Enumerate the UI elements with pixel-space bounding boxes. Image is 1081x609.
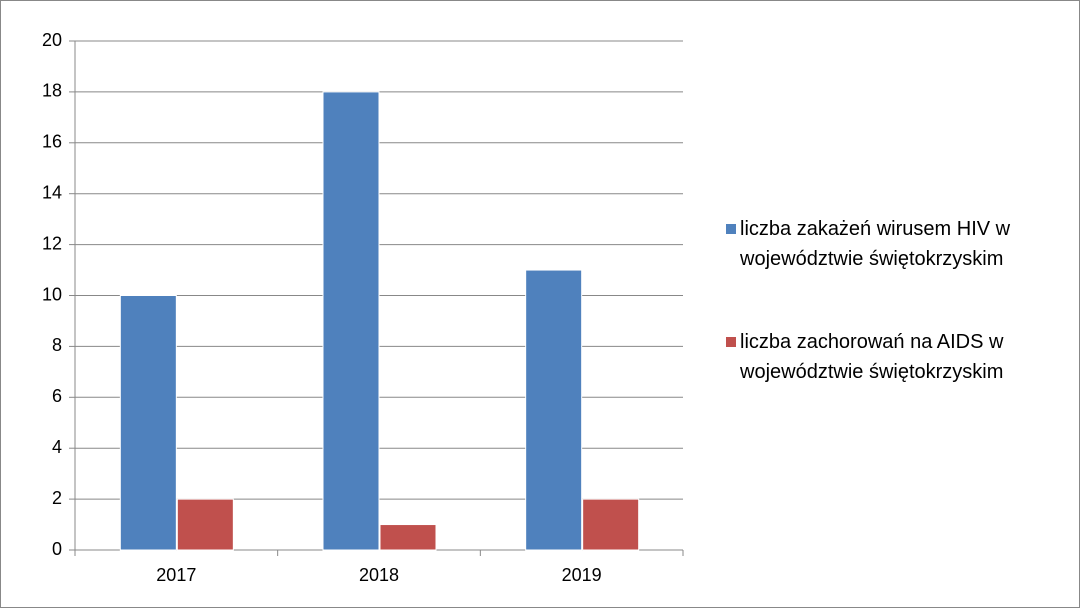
y-tick-label: 0 — [52, 539, 62, 559]
x-tick-label: 2018 — [359, 565, 399, 585]
legend-label: liczba zakażeń wirusem HIV w województwi… — [740, 218, 1011, 270]
legend-swatch — [726, 337, 736, 347]
x-tick-label: 2019 — [562, 565, 602, 585]
bar — [176, 498, 234, 551]
y-tick-label: 12 — [42, 233, 62, 253]
y-tick-label: 10 — [42, 284, 62, 304]
bar — [322, 91, 380, 551]
y-tick-label: 16 — [42, 132, 62, 152]
bar — [582, 498, 640, 551]
y-tick-label: 2 — [52, 488, 62, 508]
y-tick-label: 20 — [42, 30, 62, 50]
bar — [525, 269, 583, 551]
y-tick-label: 14 — [42, 182, 62, 202]
y-tick-label: 6 — [52, 386, 62, 406]
y-tick-label: 8 — [52, 335, 62, 355]
legend-entry: liczba zakażeń wirusem HIV w województwi… — [740, 218, 1011, 270]
legend-swatch — [726, 224, 736, 234]
legend-label: liczba zachorowań na AIDS w województwie… — [740, 331, 1004, 383]
bar — [119, 295, 177, 551]
y-tick-label: 4 — [52, 437, 62, 457]
x-tick-label: 2017 — [156, 565, 196, 585]
bar — [379, 524, 437, 551]
legend-entry: liczba zachorowań na AIDS w województwie… — [740, 331, 1004, 383]
y-tick-label: 18 — [42, 81, 62, 101]
